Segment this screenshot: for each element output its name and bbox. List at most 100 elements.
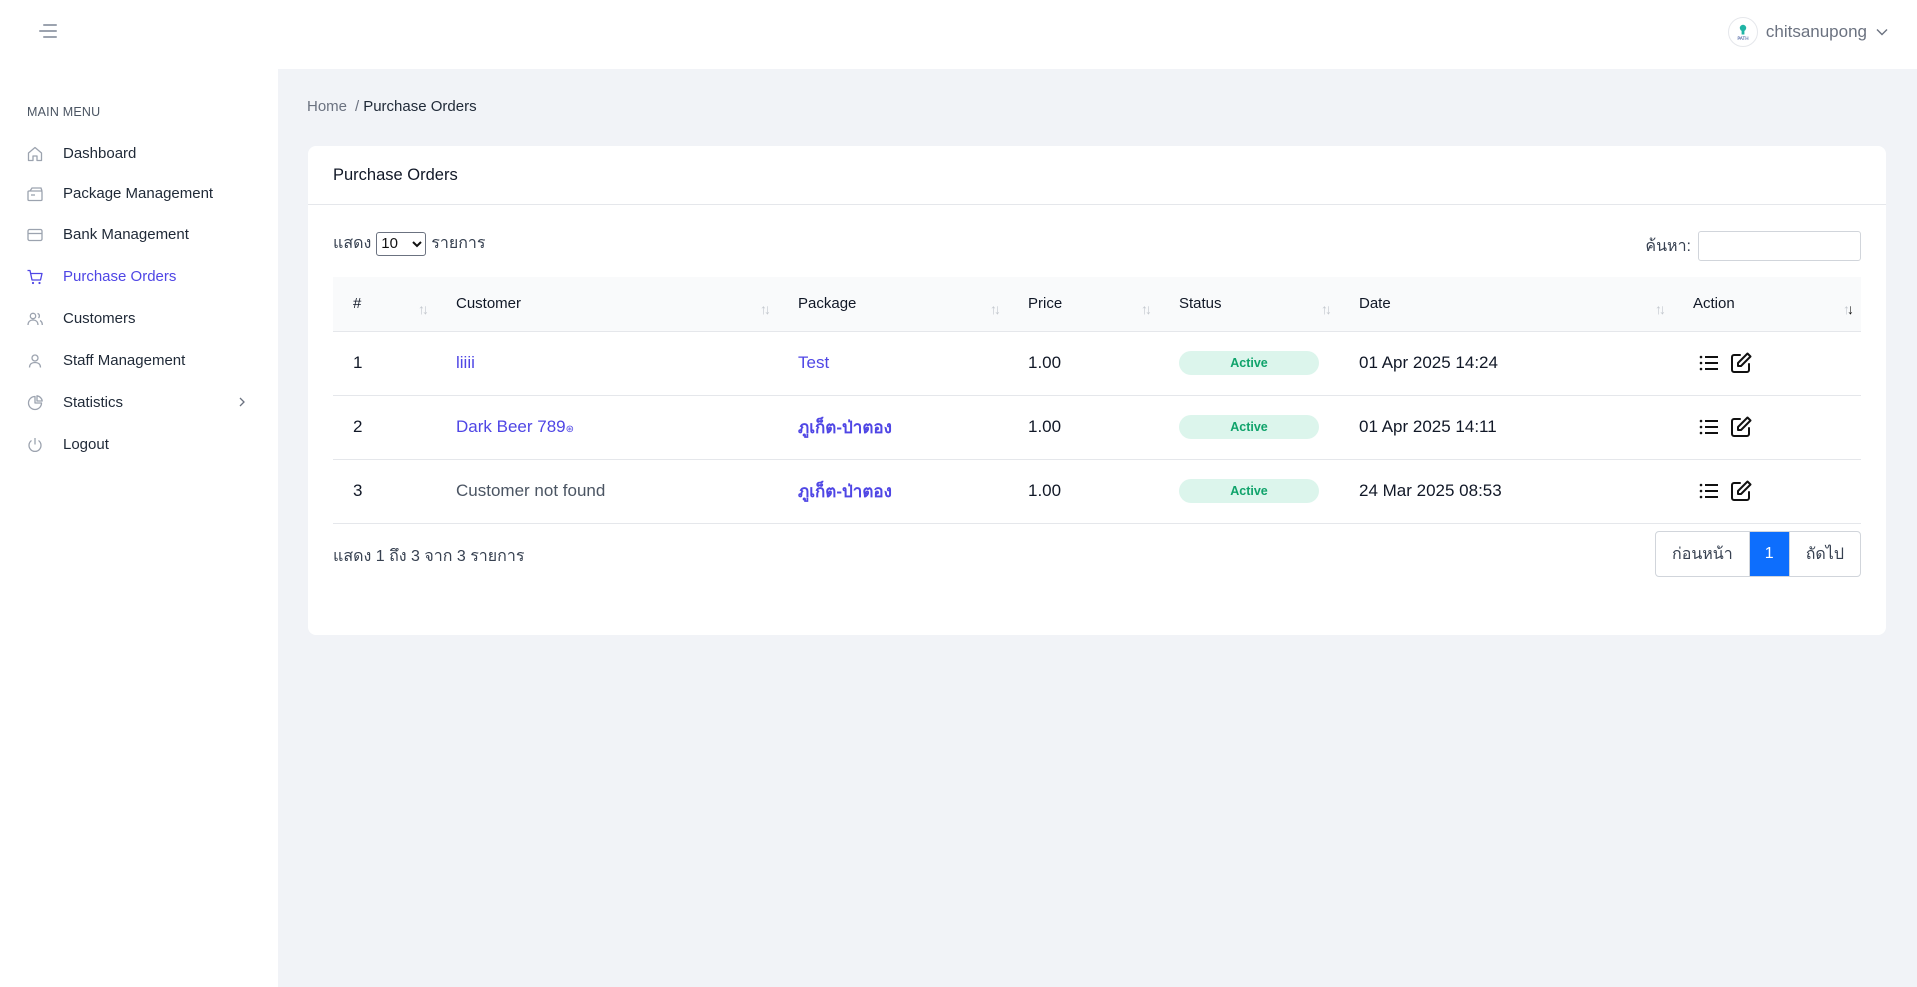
sort-icon[interactable]: ↑↓	[1141, 301, 1152, 317]
edit-icon[interactable]	[1729, 415, 1753, 439]
cell-status: Active	[1159, 459, 1339, 524]
cell-action	[1673, 459, 1861, 524]
top-bar: PATH chitsanupong	[0, 0, 1917, 69]
list-icon[interactable]	[1697, 479, 1721, 503]
menu-toggle-icon[interactable]	[37, 22, 57, 40]
length-prefix: แสดง	[333, 235, 372, 252]
list-icon[interactable]	[1697, 415, 1721, 439]
chevron-down-icon[interactable]	[1875, 25, 1889, 39]
cell-status: Active	[1159, 331, 1339, 396]
package-link[interactable]: ภูเก็ต-ป่าตอง	[778, 459, 1008, 524]
sidebar-item-label: Package Management	[63, 184, 214, 202]
sidebar-item-label: Statistics	[63, 393, 124, 411]
column-header-status[interactable]: Status ↑↓	[1159, 277, 1339, 332]
breadcrumb-home-link[interactable]: Home	[307, 98, 348, 115]
status-badge: Active	[1179, 479, 1319, 503]
cell-number: 3	[333, 459, 436, 524]
cell-number: 2	[333, 395, 436, 460]
breadcrumb: Home / Purchase Orders	[307, 98, 477, 115]
entries-length-control: แสดง 10 25 50 100 รายการ	[333, 231, 486, 256]
table-search: ค้นหา:	[1645, 231, 1861, 261]
sort-icon[interactable]: ↑↓	[418, 301, 429, 317]
package-link[interactable]: ภูเก็ต-ป่าตอง	[778, 395, 1008, 460]
previous-page-button[interactable]: ก่อนหน้า	[1656, 532, 1750, 576]
cell-action	[1673, 331, 1861, 396]
sidebar-item-label: Customers	[63, 309, 136, 327]
cell-customer: Customer not found	[436, 459, 778, 524]
purchase-orders-table: # ↑↓ Customer ↑↓ Package ↑↓ Price ↑↓ Status ↑…	[333, 277, 1861, 524]
cell-number: 1	[333, 331, 436, 396]
package-link[interactable]: Test	[778, 331, 1008, 396]
customer-link[interactable]: Dark Beer 789⊛	[436, 395, 778, 460]
purchase-orders-card: Purchase Orders แสดง 10 25 50 100 รายการ…	[308, 146, 1886, 635]
sidebar-item-label: Logout	[63, 435, 109, 453]
breadcrumb-current: Purchase Orders	[363, 98, 477, 115]
home-icon	[27, 146, 43, 162]
sort-desc-icon[interactable]: ↑↓	[1843, 301, 1854, 317]
column-header-action[interactable]: Action ↑↓	[1673, 277, 1861, 332]
page-title: Purchase Orders	[333, 166, 458, 184]
customer-suffix-icon: ⊛	[565, 424, 575, 435]
table-info: แสดง 1 ถึง 3 จาก 3 รายการ	[333, 548, 525, 565]
sidebar-item-staff-management[interactable]: Staff Management	[0, 343, 278, 377]
edit-icon[interactable]	[1729, 351, 1753, 375]
cell-price: 1.00	[1008, 395, 1159, 460]
sort-icon[interactable]: ↑↓	[1321, 301, 1332, 317]
table-row: 2 Dark Beer 789⊛ ภูเก็ต-ป่าตอง 1.00 Acti…	[333, 395, 1861, 460]
sidebar-item-label: Bank Management	[63, 225, 189, 243]
column-header-customer[interactable]: Customer ↑↓	[436, 277, 778, 332]
list-icon[interactable]	[1697, 351, 1721, 375]
status-badge: Active	[1179, 415, 1319, 439]
column-header-number[interactable]: # ↑↓	[333, 277, 436, 332]
page-1-button[interactable]: 1	[1749, 532, 1789, 576]
next-page-button[interactable]: ถัดไป	[1788, 532, 1860, 576]
cell-action	[1673, 395, 1861, 460]
cell-status: Active	[1159, 395, 1339, 460]
sidebar: MAIN MENU Dashboard Package Management B…	[0, 69, 278, 987]
menu-heading: MAIN MENU	[27, 105, 101, 119]
status-badge: Active	[1179, 351, 1319, 375]
sidebar-item-label: Dashboard	[63, 144, 137, 162]
cell-date: 01 Apr 2025 14:11	[1339, 395, 1673, 460]
sort-icon[interactable]: ↑↓	[760, 301, 771, 317]
pagination: ก่อนหน้า 1 ถัดไป	[1655, 531, 1861, 577]
username[interactable]: chitsanupong	[1765, 22, 1867, 41]
sidebar-item-purchase-orders[interactable]: Purchase Orders	[0, 259, 278, 293]
column-header-date[interactable]: Date ↑↓	[1339, 277, 1673, 332]
length-suffix: รายการ	[431, 235, 486, 252]
table-row: 1 liiii Test 1.00 Active 01 Apr 2025 14:…	[333, 331, 1861, 396]
package-icon	[27, 187, 43, 202]
sort-icon[interactable]: ↑↓	[990, 301, 1001, 317]
column-header-package[interactable]: Package ↑↓	[778, 277, 1008, 332]
sidebar-item-label: Purchase Orders	[63, 267, 177, 285]
user-icon	[28, 354, 42, 368]
breadcrumb-separator: /	[355, 98, 360, 115]
card-header: Purchase Orders	[308, 146, 1886, 205]
users-icon	[27, 312, 43, 326]
credit-card-icon	[27, 228, 43, 242]
pie-chart-icon	[27, 395, 43, 411]
user-menu[interactable]: PATH chitsanupong	[1727, 16, 1889, 48]
cell-price: 1.00	[1008, 459, 1159, 524]
search-label: ค้นหา:	[1645, 237, 1691, 255]
sidebar-item-logout[interactable]: Logout	[0, 427, 278, 461]
cart-icon	[27, 269, 43, 285]
cell-date: 24 Mar 2025 08:53	[1339, 459, 1673, 524]
edit-icon[interactable]	[1729, 479, 1753, 503]
sidebar-item-label: Staff Management	[63, 351, 186, 369]
column-header-price[interactable]: Price ↑↓	[1008, 277, 1159, 332]
avatar: PATH	[1727, 17, 1758, 47]
chevron-right-icon[interactable]	[236, 396, 248, 408]
sidebar-item-dashboard[interactable]: Dashboard	[0, 136, 278, 170]
customer-link[interactable]: liiii	[436, 331, 778, 396]
sort-icon[interactable]: ↑↓	[1655, 301, 1666, 317]
power-icon	[28, 438, 42, 452]
sidebar-item-package-management[interactable]: Package Management	[0, 176, 278, 210]
sidebar-item-statistics[interactable]: Statistics	[0, 385, 278, 419]
table-header-row: # ↑↓ Customer ↑↓ Package ↑↓ Price ↑↓ Status ↑…	[333, 277, 1861, 332]
svg-text:PATH: PATH	[1737, 36, 1748, 42]
sidebar-item-customers[interactable]: Customers	[0, 301, 278, 335]
sidebar-item-bank-management[interactable]: Bank Management	[0, 217, 278, 251]
entries-per-page-select[interactable]: 10 25 50 100	[376, 231, 427, 256]
search-input[interactable]	[1698, 231, 1861, 261]
